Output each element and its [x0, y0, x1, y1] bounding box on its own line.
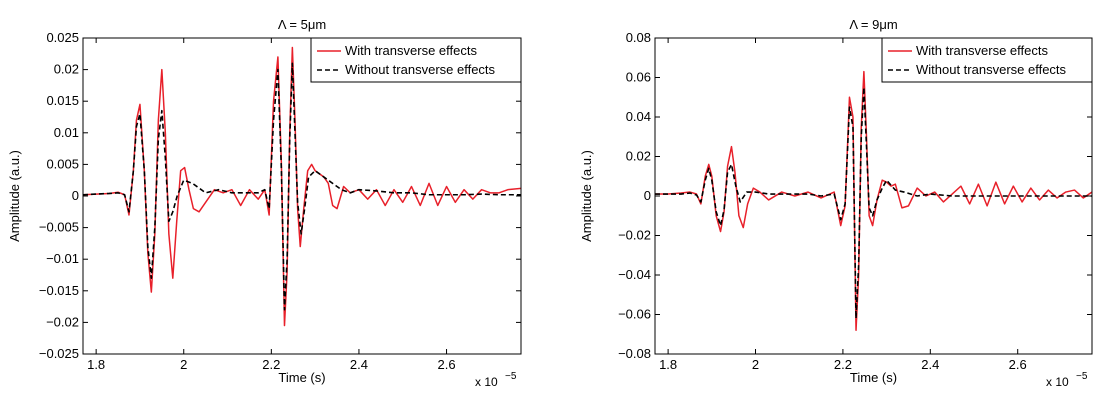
chart-title: Λ = 9μm: [849, 17, 897, 32]
axes-frame: [82, 37, 522, 355]
y-tick-label: 0.025: [46, 30, 79, 45]
legend-entry-label: Without transverse effects: [916, 62, 1067, 77]
legend-entry-label: Without transverse effects: [345, 62, 496, 77]
y-tick-label: 0.02: [54, 62, 79, 77]
legend-box: [310, 37, 522, 83]
y-tick-label: 0.015: [46, 93, 79, 108]
x-tick-label: 2: [180, 357, 187, 372]
y-tick-label: −0.02: [618, 228, 651, 243]
series-line-with-transverse: [655, 70, 1092, 332]
y-tick-label: 0.06: [626, 70, 651, 85]
series-line-without-transverse: [655, 86, 1092, 320]
x-tick-label: 2.4: [350, 357, 368, 372]
chart-title: Λ = 5μm: [278, 17, 326, 32]
y-axis-label: Amplitude (a.u.): [7, 150, 22, 242]
y-tick-label: −0.005: [39, 220, 79, 235]
x-multiplier-exponent: −5: [505, 371, 517, 382]
y-tick-label: −0.04: [618, 267, 651, 282]
y-tick-label: −0.025: [39, 346, 79, 361]
x-axis-label: Time (s): [278, 370, 325, 385]
legend: With transverse effects Without transvers…: [310, 37, 522, 83]
y-tick-label: −0.06: [618, 307, 651, 322]
x-axis-label: Time (s): [850, 370, 897, 385]
x-tick-label: 2.2: [262, 357, 280, 372]
x-tick-label: 2.6: [438, 357, 456, 372]
legend-entry-label: With transverse effects: [345, 43, 477, 58]
x-tick-label: 2: [752, 357, 759, 372]
y-tick-label: 0: [72, 188, 79, 203]
y-tick-label: 0: [644, 188, 651, 203]
x-multiplier-label: x 10: [1046, 375, 1069, 389]
x-tick-label: 2.4: [921, 357, 939, 372]
series-line-with-transverse: [83, 46, 521, 327]
x-multiplier-exponent: −5: [1076, 371, 1088, 382]
x-tick-label: 1.8: [659, 357, 677, 372]
y-tick-label: 0.08: [626, 30, 651, 45]
y-tick-label: −0.08: [618, 346, 651, 361]
legend-box: [881, 37, 1093, 83]
chart-1: 1.8 2 2.2 2.4 2.6 −0.025 −0.02 −0.015 −0.01 −0.00…: [7, 17, 522, 389]
series-line-without-transverse: [83, 62, 521, 311]
y-axis-label: Amplitude (a.u.): [579, 150, 594, 242]
y-tick-label: −0.015: [39, 283, 79, 298]
x-tick-label: 2.6: [1009, 357, 1027, 372]
legend-entry-label: With transverse effects: [916, 43, 1048, 58]
y-tick-label: −0.01: [46, 251, 79, 266]
x-tick-label: 2.2: [834, 357, 852, 372]
y-tick-label: −0.02: [46, 314, 79, 329]
y-tick-label: 0.005: [46, 156, 79, 171]
x-multiplier-label: x 10: [475, 375, 498, 389]
legend: With transverse effects Without transvers…: [881, 37, 1093, 83]
y-tick-label: 0.01: [54, 125, 79, 140]
chart-2: 1.8 2 2.2 2.4 2.6 −0.08 −0.06 −0.04 −0.02 0 0.02 0.…: [579, 17, 1093, 389]
y-tick-label: 0.02: [626, 149, 651, 164]
y-tick-label: 0.04: [626, 109, 651, 124]
x-tick-label: 1.8: [87, 357, 105, 372]
